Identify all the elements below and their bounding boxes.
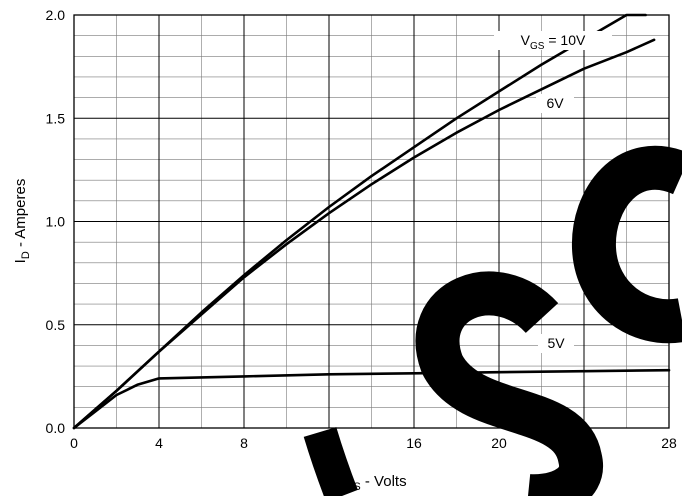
watermark-fragment bbox=[303, 427, 358, 496]
x-axis-label-rest: - Volts bbox=[361, 473, 407, 490]
x-tick-label: 16 bbox=[406, 435, 422, 451]
x-axis-label: VDS - Volts bbox=[335, 473, 406, 493]
x-tick-label: 12 bbox=[321, 435, 337, 451]
x-tick-labels: 0 4 8 12 16 20 24 28 bbox=[70, 435, 677, 451]
y-tick-label: 0.0 bbox=[46, 420, 66, 436]
plot-frame bbox=[73, 14, 670, 429]
x-tick-label: 8 bbox=[240, 435, 248, 451]
series-label-bg bbox=[536, 94, 574, 113]
y-tick-label: 1.5 bbox=[46, 110, 66, 126]
y-tick-label: 2.0 bbox=[46, 7, 66, 23]
y-axis-label-main: I bbox=[12, 259, 29, 263]
x-tick-label: 0 bbox=[70, 435, 78, 451]
series-label-vgs-5v: 5V bbox=[547, 335, 565, 351]
series-line-vgs-6v bbox=[72, 38, 656, 430]
x-tick-label: 4 bbox=[155, 435, 163, 451]
x-tick-label: 24 bbox=[576, 435, 592, 451]
x-tick-label: 28 bbox=[661, 435, 677, 451]
series-labels: VGS = 10V 6V 5V bbox=[494, 31, 612, 353]
y-axis-label-rest: - Amperes bbox=[12, 179, 29, 252]
series-lines bbox=[72, 13, 671, 430]
series-line-vgs-5v bbox=[72, 368, 671, 430]
y-tick-label: 0.5 bbox=[46, 317, 66, 333]
watermark-s-shape bbox=[415, 271, 603, 496]
y-axis-label: ID - Amperes bbox=[12, 179, 32, 264]
series-label-vgs-10v: VGS = 10V bbox=[521, 32, 586, 52]
watermark-c-shape bbox=[571, 145, 682, 344]
x-axis-label-main: V bbox=[335, 473, 345, 490]
series-label-bg bbox=[538, 334, 574, 353]
x-tick-label: 20 bbox=[491, 435, 507, 451]
series-label-bg bbox=[494, 31, 612, 50]
watermark bbox=[303, 145, 682, 496]
x-axis-label-subscript: DS bbox=[345, 481, 360, 493]
y-axis-label-subscript: D bbox=[20, 251, 32, 259]
y-tick-labels: 0.0 0.5 1.0 1.5 2.0 bbox=[46, 7, 66, 436]
series-label-vgs-6v: 6V bbox=[546, 95, 564, 111]
y-tick-label: 1.0 bbox=[46, 214, 66, 230]
